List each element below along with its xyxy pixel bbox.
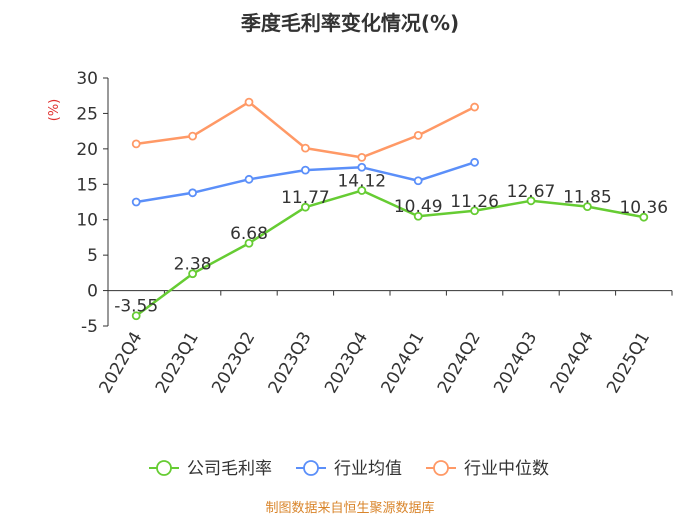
legend-label: 行业中位数 [464,459,549,479]
x-tick-label: 2023Q1 [152,329,203,397]
series-layer: -3.55 2.38 6.68 11.77 14.12 10.49 11.26 12.67 11… [114,97,668,321]
y-tick-label: 10 [76,211,98,231]
data-point [357,162,367,172]
data-point [300,143,310,153]
data-point [413,130,423,140]
y-tick-label: 25 [76,104,98,124]
y-tick-label: 15 [76,175,98,195]
x-tick-label: 2024Q2 [434,328,485,396]
data-point [413,211,423,221]
legend-marker [303,460,319,476]
data-label: 10.49 [394,197,443,217]
data-label: 11.26 [450,192,499,212]
legend-item-0: 公司毛利率 [149,459,272,479]
data-point [244,97,254,107]
data-point [300,202,310,212]
series-1 [131,157,480,207]
x-tick-label: 2024Q3 [490,329,541,397]
data-point [470,206,480,216]
x-tick-label: 2024Q4 [547,329,598,397]
x-tick-label: 2023Q4 [321,329,372,397]
x-tick-label: 2023Q3 [265,329,316,397]
y-tick-label: 0 [87,282,98,302]
legend-item-2: 行业中位数 [426,459,549,479]
data-point [470,157,480,167]
data-label: -3.55 [114,297,158,317]
data-point [413,176,423,186]
data-point [357,186,367,195]
data-point [131,139,141,149]
y-tick-label: 30 [76,69,98,89]
data-point [188,131,198,141]
y-tick-label: -5 [81,317,98,337]
data-point [188,269,198,279]
data-label: 12.67 [507,182,556,202]
source-note: 制图数据来自恒生聚源数据库 [265,500,434,516]
x-tick-label: 2022Q4 [95,329,146,397]
x-tick-label: 2024Q1 [377,329,428,397]
data-point [639,212,649,222]
data-point [470,102,480,112]
legend-marker [156,460,172,476]
series-0: -3.55 2.38 6.68 11.77 14.12 10.49 11.26 12.67 11… [114,172,668,321]
series-line [135,189,645,317]
legend-marker [433,460,449,476]
data-point [300,165,310,175]
data-point [131,311,141,321]
series-2 [131,97,480,162]
data-label: 10.36 [619,198,668,218]
data-point [583,202,592,212]
data-label: 2.38 [174,255,212,275]
data-label: 6.68 [230,224,268,244]
legend-item-1: 行业均值 [296,459,402,479]
chart-title: 季度毛利率变化情况(%) [240,11,459,35]
data-point [244,174,254,184]
data-label: 11.77 [281,188,330,208]
data-label: 11.85 [563,188,612,208]
legend: 公司毛利率 行业均值 行业中位数 [149,459,549,479]
y-axis-label: (%) [47,99,62,122]
data-label: 14.12 [337,172,386,192]
y-tick-label: 5 [87,246,98,266]
legend-label: 行业均值 [334,459,402,479]
data-point [131,197,141,207]
legend-label: 公司毛利率 [187,459,272,479]
data-point [244,238,254,248]
y-tick-label: 20 [76,140,98,160]
x-tick-label: 2025Q1 [603,329,654,397]
x-tick-label: 2023Q2 [208,329,259,397]
data-point [357,152,367,162]
data-point [526,196,536,206]
data-point [188,188,198,198]
